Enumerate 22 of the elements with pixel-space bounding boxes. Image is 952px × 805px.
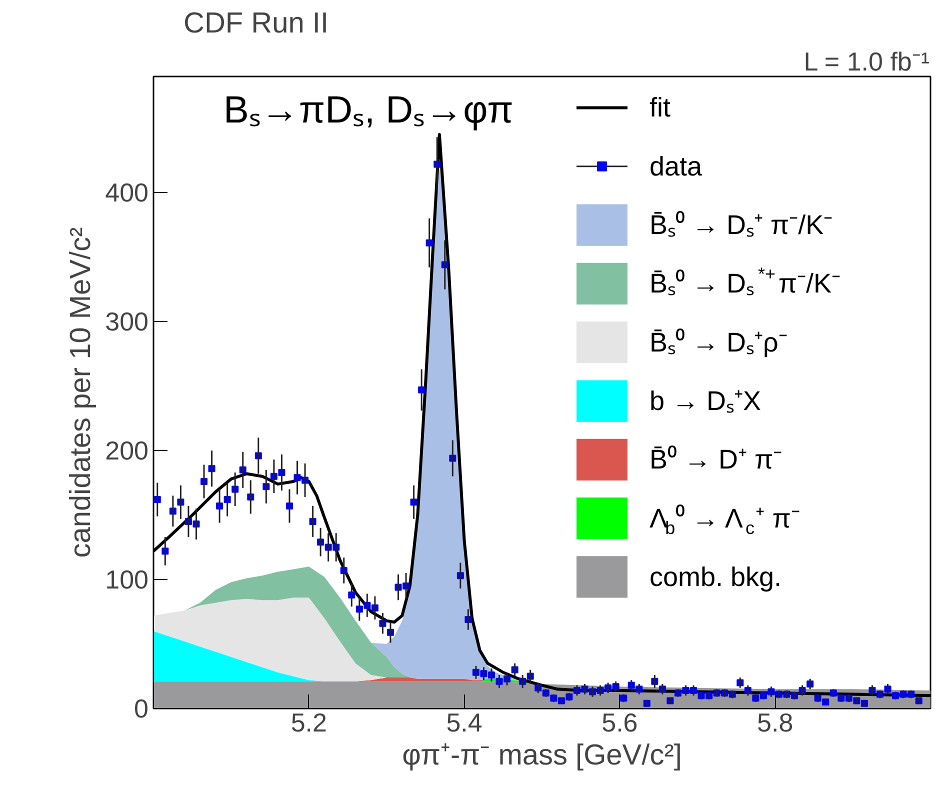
x-axis-title: φπ⁺-π⁻ mass [GeV/c²]: [402, 740, 682, 772]
chart-title: CDF Run II: [184, 8, 329, 40]
y-tick-label: 400: [105, 178, 149, 208]
y-tick-label: 200: [105, 436, 149, 466]
legend-label: B̄ₛ⁰ → Dₛ*+π⁻/K⁻: [650, 264, 841, 299]
x-tick-label: 5.6: [602, 708, 638, 738]
annotation: L = 1.0 fb⁻¹: [804, 46, 930, 76]
y-tick-label: 0: [134, 694, 149, 724]
legend-label: data: [650, 151, 704, 182]
legend-label: b → Dₛ⁺X: [650, 386, 762, 416]
x-tick-label: 5.4: [446, 708, 482, 738]
legend-label: B̄ₛ⁰ → Dₛ⁺ρ⁻: [650, 327, 788, 358]
y-tick-label: 300: [105, 306, 149, 337]
y-tick-label: 100: [105, 564, 149, 595]
x-tick-label: 5.2: [290, 708, 327, 738]
legend-label: B̄⁰ → D⁺ π⁻: [650, 444, 782, 475]
legend-label: fit: [650, 92, 671, 123]
legend-label: B̄ₛ⁰ → Dₛ⁺ π⁻/K⁻: [650, 210, 833, 240]
legend-label: comb. bkg.: [650, 562, 782, 592]
chart-subtitle: Bₛ→πDₛ, Dₛ→φπ: [224, 90, 514, 132]
y-axis-title: candidates per 10 MeV/c²: [65, 226, 98, 558]
x-tick-label: 5.8: [757, 708, 794, 738]
